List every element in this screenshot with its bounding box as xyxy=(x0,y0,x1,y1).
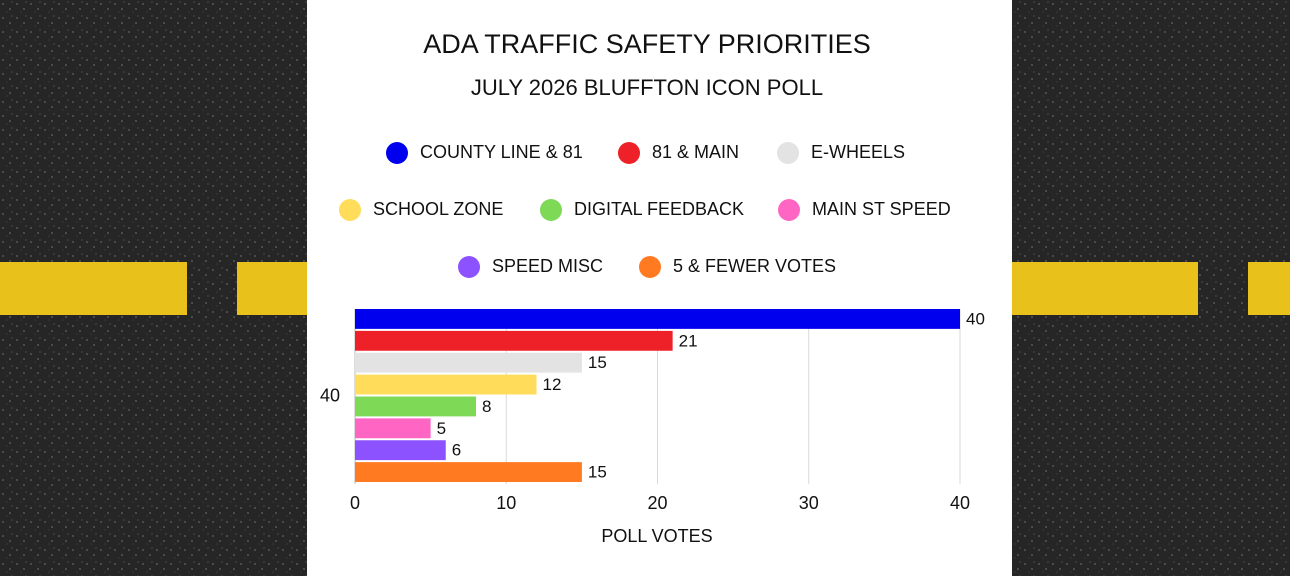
data-label: 21 xyxy=(679,331,698,350)
legend-swatch xyxy=(458,256,480,278)
legend-label: 81 & MAIN xyxy=(652,142,739,162)
legend-swatch xyxy=(618,142,640,164)
legend-label: E-WHEELS xyxy=(811,142,905,162)
x-axis-title: POLL VOTES xyxy=(601,526,712,546)
data-label: 5 xyxy=(437,419,446,438)
legend-swatch xyxy=(386,142,408,164)
legend-label: SCHOOL ZONE xyxy=(373,199,503,219)
x-tick-label: 30 xyxy=(799,493,819,513)
data-label: 8 xyxy=(482,397,491,416)
bar xyxy=(355,440,446,461)
bar xyxy=(355,418,431,439)
legend-label: 5 & FEWER VOTES xyxy=(673,256,836,276)
data-label: 40 xyxy=(966,309,985,328)
bar xyxy=(355,462,582,482)
bar xyxy=(355,309,960,329)
x-tick-label: 20 xyxy=(647,493,667,513)
legend-swatch xyxy=(778,199,800,221)
legend-swatch xyxy=(777,142,799,164)
legend-swatch xyxy=(339,199,361,221)
legend-label: MAIN ST SPEED xyxy=(812,199,951,219)
legend-swatch xyxy=(639,256,661,278)
bar xyxy=(355,330,673,351)
chart-subtitle: JULY 2026 BLUFFTON ICON POLL xyxy=(471,75,823,100)
bar xyxy=(355,352,582,373)
bar xyxy=(355,396,476,417)
legend-label: COUNTY LINE & 81 xyxy=(420,142,583,162)
legend-label: DIGITAL FEEDBACK xyxy=(574,199,744,219)
data-label: 6 xyxy=(452,441,461,460)
bar xyxy=(355,374,537,395)
x-tick-label: 0 xyxy=(350,493,360,513)
y-tick-label: 40 xyxy=(320,385,340,405)
x-tick-label: 10 xyxy=(496,493,516,513)
legend-label: SPEED MISC xyxy=(492,256,603,276)
data-label: 15 xyxy=(588,463,607,482)
legend-swatch xyxy=(540,199,562,221)
x-tick-label: 40 xyxy=(950,493,970,513)
data-label: 15 xyxy=(588,353,607,372)
chart-title: ADA TRAFFIC SAFETY PRIORITIES xyxy=(423,29,871,59)
road-stripes xyxy=(0,262,1290,315)
data-label: 12 xyxy=(543,375,562,394)
